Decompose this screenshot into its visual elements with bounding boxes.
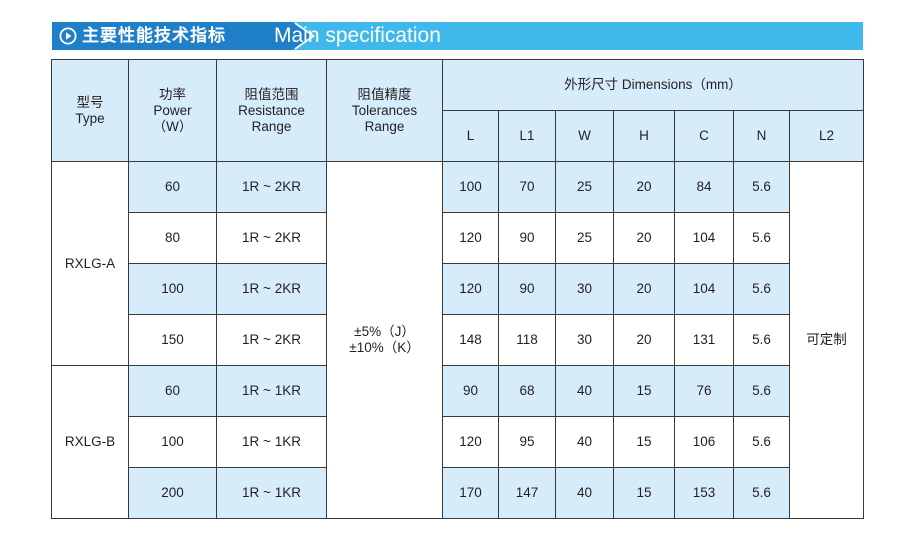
dim-cell: 120 (442, 416, 499, 468)
dim-cell: 84 (674, 161, 734, 213)
header-light-band (262, 22, 863, 50)
dim-cell: 15 (613, 365, 675, 417)
dim-cell: 76 (674, 365, 734, 417)
dim-cell: 15 (613, 467, 675, 519)
header-row-1: 型号 Type 功率 Power （W） 阻值范围 Resistance Range 阻值… (51, 59, 865, 162)
col-tolerance-header: 阻值精度 Tolerances Range (326, 59, 443, 162)
tolerance-cell: ±5%（J） ±10%（K） (326, 161, 443, 519)
power-cell: 150 (128, 314, 217, 366)
dim-cell: 15 (613, 416, 675, 468)
dim-cell: 40 (555, 416, 614, 468)
dim-col-C: C (674, 110, 734, 162)
dim-cell: 118 (498, 314, 556, 366)
dim-col-W: W (555, 110, 614, 162)
header-title-en: Main specification (274, 24, 441, 47)
col-power-header: 功率 Power （W） (128, 59, 217, 162)
power-cell: 80 (128, 212, 217, 264)
table-row: 200 1R ~ 1KR 170 147 40 15 153 5.6 (52, 467, 864, 519)
dim-cell: 5.6 (733, 467, 790, 519)
dim-cell: 20 (613, 161, 675, 213)
col-dimensions-header: 外形尺寸 Dimensions（mm） (441, 59, 865, 111)
dim-cell: 120 (442, 263, 499, 315)
dim-cell: 120 (442, 212, 499, 264)
power-cell: 60 (128, 365, 217, 417)
dim-col-H: H (613, 110, 675, 162)
dim-cell: 25 (555, 212, 614, 264)
dim-cell: 5.6 (733, 212, 790, 264)
dim-cell: 5.6 (733, 365, 790, 417)
dim-cell: 20 (613, 212, 675, 264)
table-row: RXLG-A 60 1R ~ 2KR ±5%（J） ±10%（K） 100 70 … (51, 161, 865, 519)
dim-cell: 30 (555, 314, 614, 366)
power-cell: 200 (128, 467, 217, 519)
dim-cell: 147 (498, 467, 556, 519)
range-cell: 1R ~ 1KR (216, 365, 327, 417)
header-title-cn: 主要性能技术指标 (82, 26, 226, 46)
dim-cell: 20 (613, 263, 675, 315)
dim-cell: 90 (498, 263, 556, 315)
dim-cell: 5.6 (733, 263, 790, 315)
type-cell-b: RXLG-B (51, 365, 129, 519)
table-row: 100 1R ~ 1KR 120 95 40 15 106 5.6 (52, 416, 864, 468)
dim-cell: 100 (442, 161, 499, 213)
play-circle-icon (59, 27, 77, 45)
dim-cell: 5.6 (733, 161, 790, 213)
dim-cell: 131 (674, 314, 734, 366)
dim-cell: 104 (674, 212, 734, 264)
dim-cell: 95 (498, 416, 556, 468)
dim-cell: 40 (555, 365, 614, 417)
col-resistance-header: 阻值范围 Resistance Range (216, 59, 327, 162)
dim-cell: 40 (555, 467, 614, 519)
dim-cell: 148 (442, 314, 499, 366)
dim-cell: 5.6 (733, 416, 790, 468)
range-cell: 1R ~ 2KR (216, 161, 327, 213)
dim-cell: 30 (555, 263, 614, 315)
range-cell: 1R ~ 2KR (216, 212, 327, 264)
header-dark-band (52, 22, 292, 50)
dim-cell: 70 (498, 161, 556, 213)
dim-cell: 106 (674, 416, 734, 468)
power-cell: 100 (128, 263, 217, 315)
dim-col-L2: L2 (788, 110, 865, 162)
range-cell: 1R ~ 2KR (216, 314, 327, 366)
dim-cell: 68 (498, 365, 556, 417)
dim-cell: 5.6 (733, 314, 790, 366)
range-cell: 1R ~ 2KR (216, 263, 327, 315)
header-row-2: L L1 W H C N L2 (52, 110, 865, 162)
power-cell: 60 (128, 161, 217, 213)
table-row: 150 1R ~ 2KR 148 118 30 20 131 5.6 (52, 314, 864, 366)
dim-cell: 90 (498, 212, 556, 264)
dim-cell: 170 (442, 467, 499, 519)
header-arrow (292, 22, 312, 50)
l2-cell: 可定制 (788, 161, 865, 519)
dim-col-N: N (733, 110, 790, 162)
section-header: 主要性能技术指标 Main specification (52, 22, 863, 50)
dim-col-L: L (442, 110, 499, 162)
power-cell: 100 (128, 416, 217, 468)
range-cell: 1R ~ 1KR (216, 416, 327, 468)
dim-cell: 153 (674, 467, 734, 519)
spec-table: 型号 Type 功率 Power （W） 阻值范围 Resistance Range 阻值… (51, 59, 865, 519)
table-row: RXLG-B 60 1R ~ 1KR 90 68 40 15 76 5.6 (51, 365, 864, 519)
type-cell-a: RXLG-A (51, 161, 129, 366)
dim-cell: 25 (555, 161, 614, 213)
col-type-header: 型号 Type (51, 59, 129, 162)
range-cell: 1R ~ 1KR (216, 467, 327, 519)
table-row: 100 1R ~ 2KR 120 90 30 20 104 5.6 (52, 263, 864, 315)
dim-cell: 20 (613, 314, 675, 366)
table-row: 80 1R ~ 2KR 120 90 25 20 104 5.6 (52, 212, 864, 264)
dim-cell: 104 (674, 263, 734, 315)
dim-col-L1: L1 (498, 110, 556, 162)
dim-cell: 90 (442, 365, 499, 417)
